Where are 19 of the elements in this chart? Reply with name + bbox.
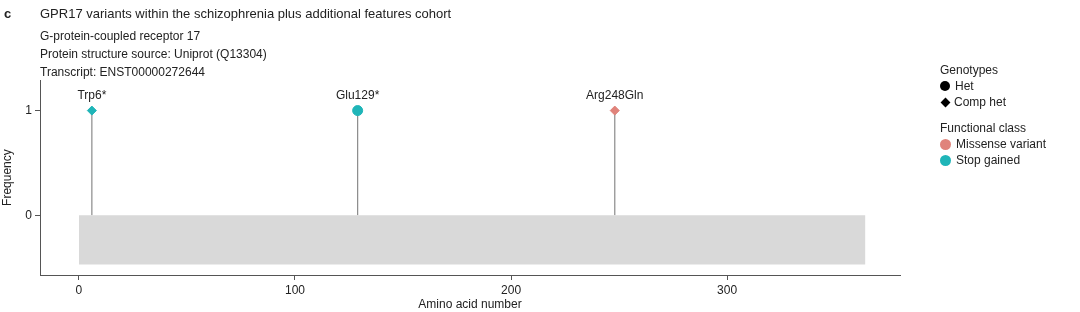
legend-title: Functional class: [940, 120, 1028, 136]
annotation: Arg248Gln: [586, 87, 644, 102]
y-tick-label: 1: [25, 102, 33, 117]
text: Het: [954, 78, 975, 94]
x-axis-title: Amino acid number: [418, 297, 522, 312]
annotation: Glu129*: [335, 87, 380, 102]
legend-label: Missense variant: [955, 136, 1047, 152]
text: Genotypes: [940, 62, 1000, 78]
x-tick-label: 200: [501, 282, 522, 297]
chart-subtitle: G-protein-coupled receptor 17 Protein structure source: Uniprot (Q13304) Transcript: ENST00000272644: [40, 28, 267, 81]
text: Comp het: [953, 94, 1007, 110]
x-tick-label: 0: [75, 282, 83, 297]
annotation: Trp6*: [77, 87, 107, 102]
legend-label: Stop gained: [955, 152, 1022, 168]
x-tick-label: 300: [717, 282, 738, 297]
text: c: [4, 6, 12, 21]
chart-title: GPR17 variants within the schizophrenia plus additional features cohort: [40, 6, 452, 21]
x-tick-label: 100: [284, 282, 306, 297]
y-axis-title: Frequency: [0, 149, 14, 206]
